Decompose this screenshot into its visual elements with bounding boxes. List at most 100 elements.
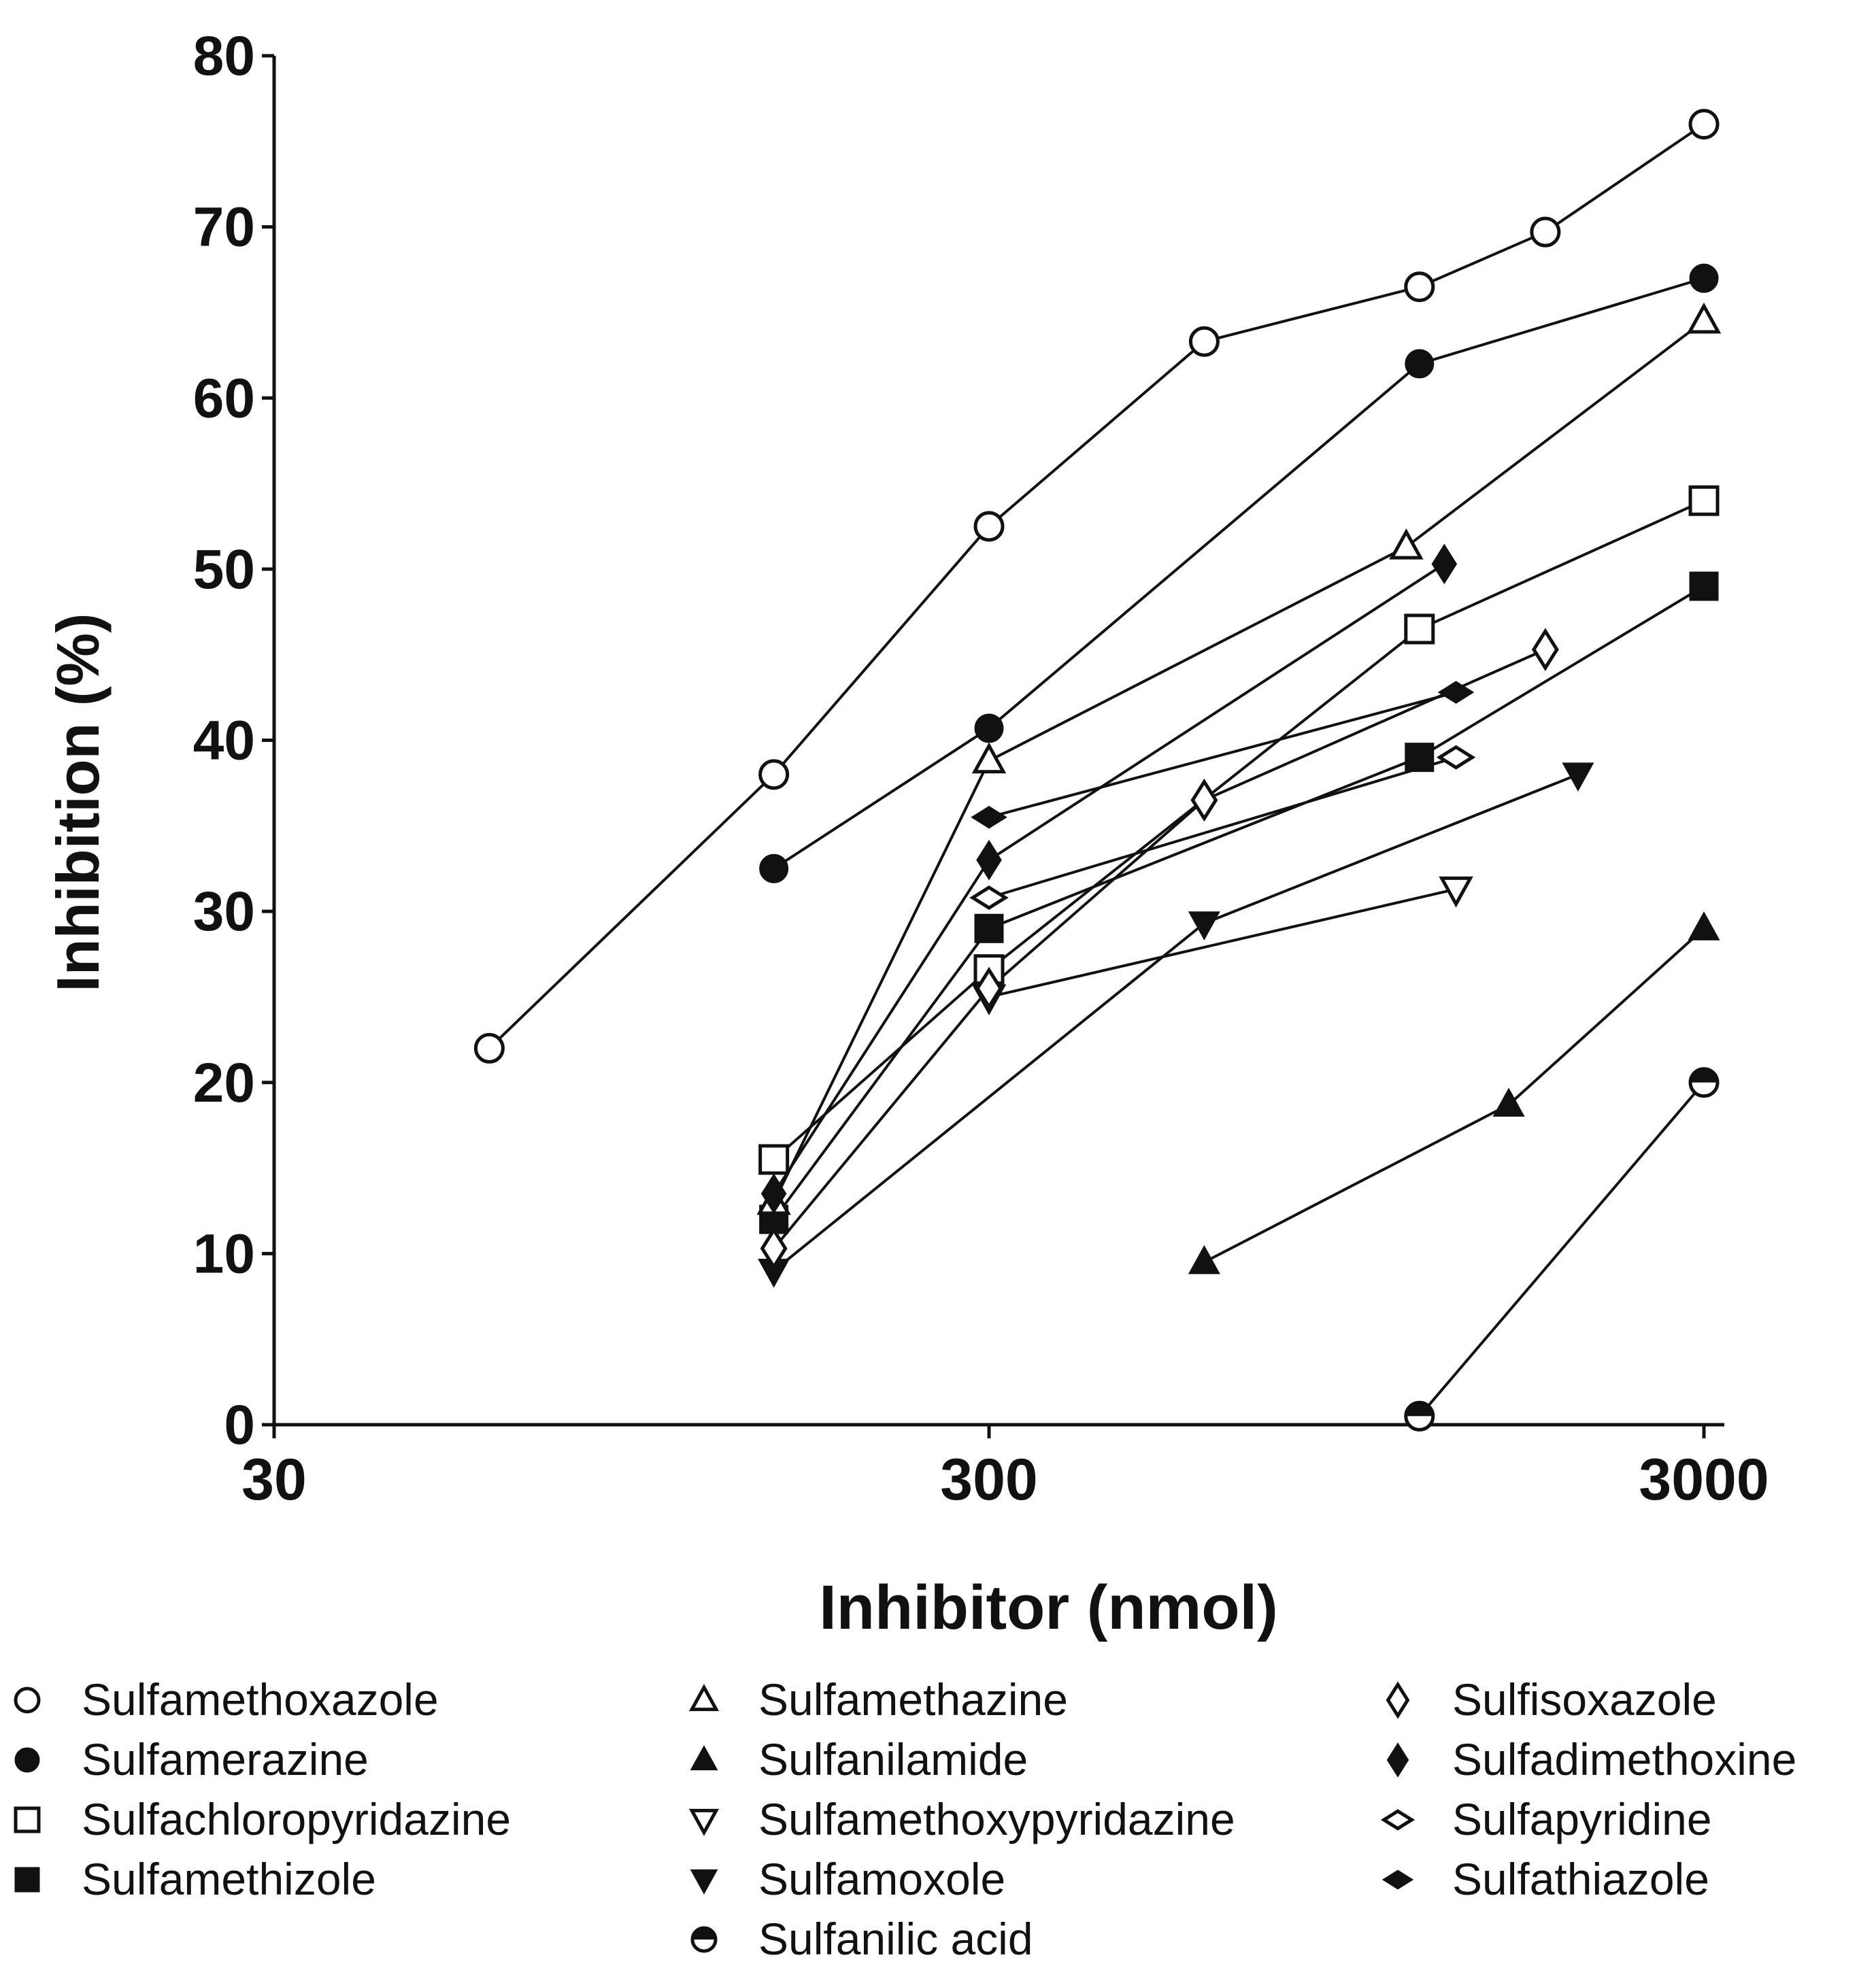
point-sulfanilamide [1188, 1245, 1220, 1274]
point-sulfapyridine [969, 885, 1009, 910]
legend-label: Sulfanilamide [758, 1734, 1028, 1784]
series-line-sulfathiazole [988, 691, 1457, 819]
y-tick-label: 40 [193, 710, 255, 772]
x-tick-label: 30 [241, 1447, 307, 1512]
point-sulfapyridine [1436, 745, 1476, 770]
legend-item-sulfamethizole: Sulfamethizole [14, 1854, 376, 1904]
point-sulfamoxole [1188, 911, 1220, 941]
point-sulfamethizole [974, 913, 1004, 943]
series-line-sulfamethazine [772, 320, 1705, 1203]
series-line-sulfapyridine [988, 756, 1457, 899]
point-sulfanilamide [1688, 911, 1720, 941]
point-sulfamethoxazole [473, 1032, 505, 1064]
y-tick-label: 60 [193, 367, 255, 429]
legend-label: Sulfadimethoxine [1452, 1734, 1796, 1784]
point-sulfamethazine [1686, 302, 1722, 334]
legend-item-sulfathiazole: Sulfathiazole [1381, 1854, 1709, 1904]
legend-label: Sulfamethoxazole [82, 1674, 439, 1725]
series-line-sulfamerazine [773, 277, 1705, 870]
legend-label: Sulfanilic acid [758, 1914, 1033, 1964]
x-tick-label: 300 [940, 1447, 1038, 1512]
point-sulfanilic-acid [1404, 1400, 1435, 1432]
y-tick-label: 50 [193, 539, 255, 600]
legend-item-sulfanilamide: Sulfanilamide [690, 1734, 1028, 1784]
x-tick-label: 3000 [1639, 1447, 1769, 1512]
legend-marker [1380, 1809, 1416, 1831]
series-line-sulfamoxole [773, 773, 1579, 1272]
legend-marker [1381, 1869, 1414, 1890]
legend-item-sulfamethazine: Sulfamethazine [688, 1674, 1068, 1725]
point-sulfamerazine [759, 853, 789, 883]
series-line-sulfamethoxazole [488, 122, 1705, 1049]
point-sulfachloropyridazine [758, 1144, 790, 1175]
y-tick-label: 30 [193, 881, 255, 943]
point-sulfanilamide [1492, 1087, 1525, 1117]
point-sulfamoxole [1562, 762, 1594, 792]
marker-fill [692, 1928, 716, 1940]
point-sulfamethazine [1389, 528, 1424, 560]
legend-label: Sulfapyridine [1452, 1794, 1712, 1844]
legend-item-sulfisoxazole: Sulfisoxazole [1386, 1674, 1717, 1725]
y-axis-title: Inhibition (%) [44, 613, 112, 992]
legend-item-sulfapyridine: Sulfapyridine [1380, 1794, 1712, 1844]
legend-label: Sulfamethoxypyridazine [758, 1794, 1235, 1844]
point-sulfamethizole [1405, 743, 1435, 773]
y-tick-label: 20 [193, 1052, 255, 1114]
legend-item-sulfachloropyridazine: Sulfachloropyridazine [14, 1794, 511, 1844]
y-tick-label: 80 [193, 25, 255, 87]
legend-marker [688, 1808, 720, 1836]
point-sulfamerazine [1405, 349, 1435, 379]
point-sulfamethoxazole [1688, 109, 1720, 140]
axes: 0 10 20 30 40 50 60 70 80 30 300 3000 [193, 25, 1769, 1512]
point-sulfisoxazole [1531, 628, 1559, 671]
point-sulfamethizole [1689, 571, 1719, 601]
legend-item-sulfamerazine: Sulfamerazine [14, 1734, 369, 1784]
point-sulfamethoxazole [1404, 271, 1435, 303]
legend-label: Sulfathiazole [1452, 1854, 1709, 1904]
legend-marker [14, 1806, 41, 1833]
point-sulfathiazole [971, 805, 1007, 829]
legend-marker [688, 1684, 720, 1712]
legend-marker [690, 1926, 718, 1953]
point-sulfamethazine [971, 742, 1007, 774]
legend-marker [1386, 1681, 1410, 1719]
point-sulfisoxazole [1190, 778, 1218, 822]
series-line-sulfisoxazole [773, 648, 1546, 1250]
point-sulfadimethoxine [760, 1173, 787, 1215]
point-sulfadimethoxine [976, 839, 1002, 881]
point-sulfamethoxypyridazine [1439, 876, 1473, 908]
point-sulfadimethoxine [1431, 543, 1458, 585]
point-sulfamerazine [974, 713, 1004, 743]
legend-item-sulfamethoxypyridazine: Sulfamethoxypyridazine [688, 1794, 1235, 1844]
legend-label: Sulfamerazine [82, 1734, 369, 1784]
x-axis-title: Inhibitor (nmol) [819, 1573, 1278, 1642]
legend-label: Sulfisoxazole [1452, 1674, 1717, 1725]
point-sulfamethoxazole [1530, 216, 1561, 248]
legend-label: Sulfamethazine [758, 1674, 1068, 1725]
legend-marker [14, 1747, 40, 1773]
legend-marker [14, 1867, 40, 1893]
point-sulfamethoxazole [758, 759, 790, 790]
y-tick-label: 0 [224, 1394, 255, 1456]
legend-marker [14, 1687, 41, 1714]
legend-marker [690, 1745, 718, 1771]
marker-fill [1405, 1402, 1433, 1417]
point-sulfachloropyridazine [1688, 485, 1720, 516]
point-sulfamethoxazole [973, 511, 1005, 542]
series-line-sulfanilic-acid [1418, 1081, 1705, 1417]
legend-item-sulfamethoxazole: Sulfamethoxazole [14, 1674, 439, 1725]
point-sulfisoxazole [975, 966, 1003, 1011]
point-sulfanilic-acid [1688, 1067, 1720, 1098]
series-line-sulfamethizole [773, 585, 1705, 1221]
legend-label: Sulfamethizole [82, 1854, 376, 1904]
legend-marker [1386, 1742, 1409, 1778]
point-sulfathiazole [1437, 681, 1475, 704]
series-lines [488, 122, 1705, 1417]
series-line-sulfamethoxypyridazine [988, 887, 1457, 998]
legend-item-sulfamoxole: Sulfamoxole [690, 1854, 1005, 1904]
point-sulfachloropyridazine [1404, 613, 1435, 645]
legend-item-sulfadimethoxine: Sulfadimethoxine [1386, 1734, 1796, 1784]
series-line-sulfanilamide [1203, 927, 1705, 1264]
legend-label: Sulfachloropyridazine [82, 1794, 511, 1844]
